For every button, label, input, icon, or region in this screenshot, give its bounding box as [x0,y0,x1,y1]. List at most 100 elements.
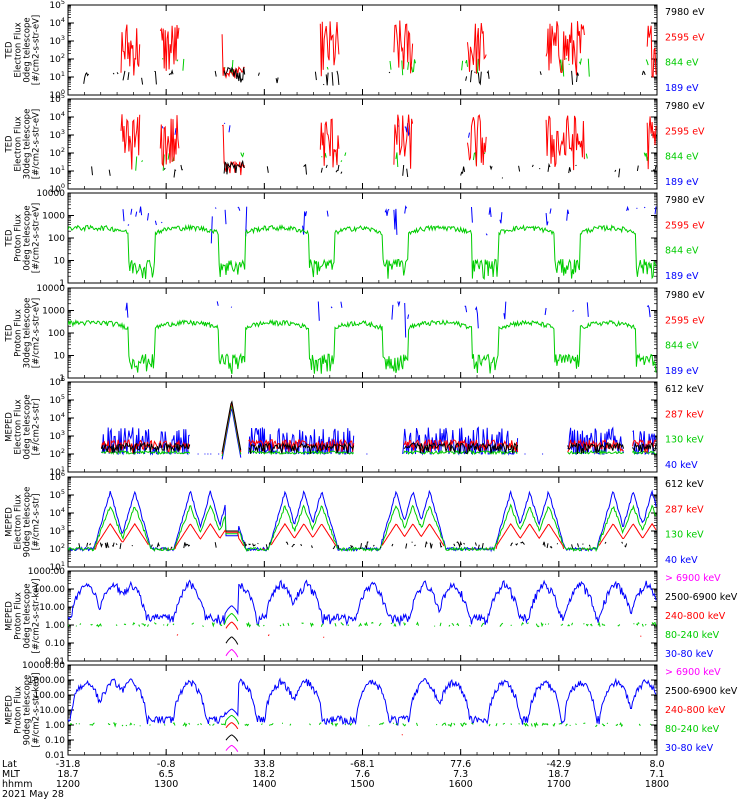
series-line [226,723,649,736]
y-tick-label: 103 [49,128,65,141]
legend-entry: 2595 eV [665,315,705,326]
series-line [135,151,649,171]
legend-entry: 7980 eV [665,101,705,112]
legend-entry: > 6900 keV [665,667,721,678]
series-line [68,318,657,375]
legend-entry: 844 eV [665,341,699,352]
legend-entry: 189 eV [665,366,699,377]
legend-entry: 189 eV [665,271,699,282]
x-tick-label: 7.6 [355,769,370,780]
y-tick-label: 104 [49,506,65,519]
y-tick-label: 10.00 [39,706,65,716]
y-axis-label-line: 0deg telescope [23,17,33,82]
y-axis-label-line: 0deg telescope [23,583,33,648]
x-tick-label: 7.3 [453,769,468,780]
y-tick-label: 1.00 [45,621,65,631]
y-tick-label: 10.00 [39,603,65,613]
legend-entry: 2595 eV [665,126,705,137]
flux-panel-7: 0.01 0.10 1.00 10.00 100.00 1000.00 MEPED Proto… [5,567,738,667]
plot-frame [67,98,658,190]
x-tick-label: 18.7 [57,769,78,780]
y-axis-label-line: 0deg telescope [23,394,33,459]
y-tick-label: 10 [54,257,66,267]
legend-entry: 130 keV [665,435,704,446]
plot-frame [67,287,658,379]
legend-entry: 2500-6900 keV [665,686,738,697]
legend-entry: > 6900 keV [665,573,721,584]
x-tick-label: -31.8 [56,759,81,770]
plot-frame [67,476,658,568]
y-tick-label: 100 [48,234,65,244]
legend-entry: 7980 eV [665,290,705,301]
y-axis-label-line: TED [5,229,15,248]
y-tick-label: 10000 [36,189,65,199]
y-tick-label: 1000.00 [28,567,65,577]
y-tick-label: 0.01 [45,751,65,761]
y-axis-label-line: Electron Flux [14,399,24,454]
plot-frame [67,381,658,473]
y-tick-label: 105 [49,393,65,406]
x-row-label: Lat [2,759,17,770]
y-axis-label: MEPED Proton Flux 90deg telescope [#/cm2-s-… [5,673,42,748]
y-axis-label-line: Proton Flux [14,214,24,262]
series-line [122,205,657,244]
y-tick-label: 1000.00 [28,676,65,686]
series-line [84,68,655,86]
y-tick-label: 101 [49,164,65,177]
series-line [226,735,645,745]
x-tick-label: 33.8 [254,759,275,770]
y-axis-label: TED Electron Flux 0deg telescope [#/cm2-s-s… [5,15,42,85]
x-tick-label: 1300 [154,779,178,790]
x-row-label: hhmm [2,779,33,790]
y-tick-label: 0.10 [45,639,65,649]
y-axis-label-line: [#/cm2-s-str-eV] [32,298,42,368]
legend-entry: 80-240 keV [665,630,720,641]
y-axis-label-line: Proton Flux [14,309,24,357]
y-axis-label-line: MEPED [5,601,15,631]
y-axis-label-line: 0deg telescope [23,205,33,270]
legend-entry: 2595 eV [665,32,705,43]
x-tick-label: 77.6 [450,759,471,770]
legend-entry: 287 keV [665,409,704,420]
legend-entry: 130 keV [665,530,704,541]
y-axis-label: TED Electron Flux 30deg telescope [#/cm2-s-… [5,109,42,180]
y-axis-label-line: [#/cm2-s-str-eV] [32,109,42,179]
legend-entry: 240-800 keV [665,705,726,716]
series-line [126,301,656,337]
legend-entry: 2595 eV [665,220,705,231]
y-tick-label: 104 [49,411,65,424]
y-tick-label: 10 [54,352,66,362]
legend-entry: 7980 eV [665,7,705,18]
legend-entry: 189 eV [665,177,699,188]
legend-entry: 189 eV [665,83,699,94]
y-tick-label: 103 [49,524,65,537]
y-tick-label: 105 [49,488,65,501]
x-tick-label: 7.1 [649,769,664,780]
y-tick-label: 106 [49,375,65,388]
y-tick-label: 102 [49,542,65,555]
y-tick-label: 0.10 [45,736,65,746]
y-tick-label: 1.00 [45,721,65,731]
series-line [91,159,657,179]
x-row-label: MLT [2,769,20,780]
y-axis-label-line: Electron Flux [14,494,24,549]
y-tick-label: 102 [49,52,65,65]
y-tick-label: 101 [49,70,65,83]
legend-entry: 2500-6900 keV [665,592,738,603]
legend-entry: 40 keV [665,555,698,566]
y-axis-label-line: TED [5,135,15,154]
series-line [120,20,657,79]
y-tick-label: 1 [59,279,65,289]
y-axis-label-line: 30deg telescope [23,109,33,180]
y-tick-label: 100.00 [34,691,66,701]
series-line [68,223,657,281]
y-axis-label-line: TED [5,41,15,60]
y-axis-label-line: 90deg telescope [23,675,33,746]
y-axis-label-line: [#/cm2-s-str] [32,494,42,551]
x-tick-label: 1600 [449,779,473,790]
y-axis-label: MEPED Electron Flux 90deg telescope [#/cm2-… [5,487,42,558]
legend-entry: 612 keV [665,384,704,395]
